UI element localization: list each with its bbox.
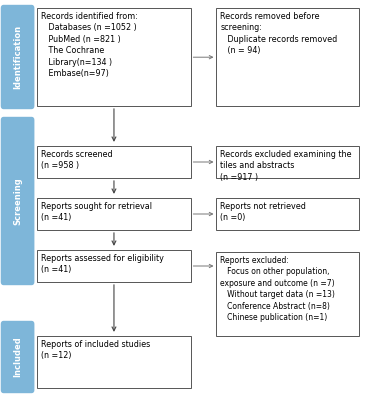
Text: Records screened
(n =958 ): Records screened (n =958 ) [41, 150, 112, 170]
FancyBboxPatch shape [216, 8, 359, 106]
FancyBboxPatch shape [37, 8, 191, 106]
FancyBboxPatch shape [37, 198, 191, 230]
Text: Identification: Identification [13, 25, 22, 89]
FancyBboxPatch shape [1, 117, 34, 285]
Text: Reports sought for retrieval
(n =41): Reports sought for retrieval (n =41) [41, 202, 152, 222]
Text: Reports assessed for eligibility
(n =41): Reports assessed for eligibility (n =41) [41, 254, 164, 274]
Text: Screening: Screening [13, 177, 22, 225]
FancyBboxPatch shape [1, 5, 34, 109]
Text: Records identified from:
   Databases (n =1052 )
   PubMed (n =821 )
   The Coch: Records identified from: Databases (n =1… [41, 12, 138, 78]
Text: Included: Included [13, 337, 22, 377]
FancyBboxPatch shape [216, 146, 359, 178]
Text: Reports excluded:
   Focus on other population,
exposure and outcome (n =7)
   W: Reports excluded: Focus on other populat… [220, 256, 335, 322]
FancyBboxPatch shape [37, 250, 191, 282]
Text: Records excluded examining the
tiles and abstracts
(n =917 ): Records excluded examining the tiles and… [220, 150, 352, 182]
Text: Records removed before
screening:
   Duplicate records removed
   (n = 94): Records removed before screening: Duplic… [220, 12, 337, 55]
FancyBboxPatch shape [1, 321, 34, 393]
FancyBboxPatch shape [37, 336, 191, 388]
Text: Reports of included studies
(n =12): Reports of included studies (n =12) [41, 340, 150, 360]
Text: Reports not retrieved
(n =0): Reports not retrieved (n =0) [220, 202, 306, 222]
FancyBboxPatch shape [216, 252, 359, 336]
FancyBboxPatch shape [37, 146, 191, 178]
FancyBboxPatch shape [216, 198, 359, 230]
